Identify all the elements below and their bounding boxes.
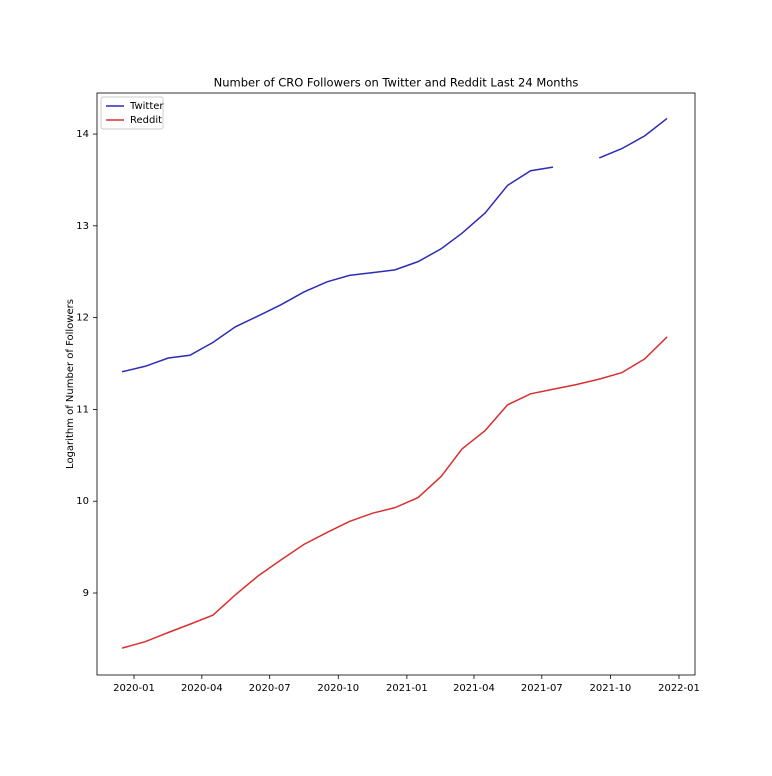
legend-box [100, 96, 164, 130]
x-tick-label: 2020-04 [181, 683, 223, 694]
x-tick-label: 2021-01 [386, 683, 428, 694]
plot-frame [96, 92, 696, 676]
x-tick-label: 2020-07 [249, 683, 291, 694]
x-tick-label: 2022-01 [658, 683, 700, 694]
y-tick-label: 14 [76, 129, 89, 140]
x-tick-label: 2021-10 [590, 683, 632, 694]
x-tick-label: 2020-10 [317, 683, 359, 694]
data-line [121, 117, 668, 373]
y-tick-label: 9 [83, 588, 89, 599]
y-axis-label: Logarithm of Number of Followers [65, 299, 76, 469]
legend-label: Reddit [130, 115, 162, 126]
y-tick-label: 11 [76, 404, 89, 415]
chart-title: Number of CRO Followers on Twitter and R… [214, 76, 579, 90]
x-tick-label: 2021-07 [521, 683, 563, 694]
data-line [121, 336, 668, 649]
y-tick-label: 13 [76, 221, 89, 232]
x-tick-label: 2020-01 [113, 683, 155, 694]
y-tick-label: 12 [76, 313, 89, 324]
y-tick-label: 10 [76, 496, 89, 507]
x-tick-label: 2021-04 [453, 683, 495, 694]
legend-label: Twitter [129, 101, 164, 112]
